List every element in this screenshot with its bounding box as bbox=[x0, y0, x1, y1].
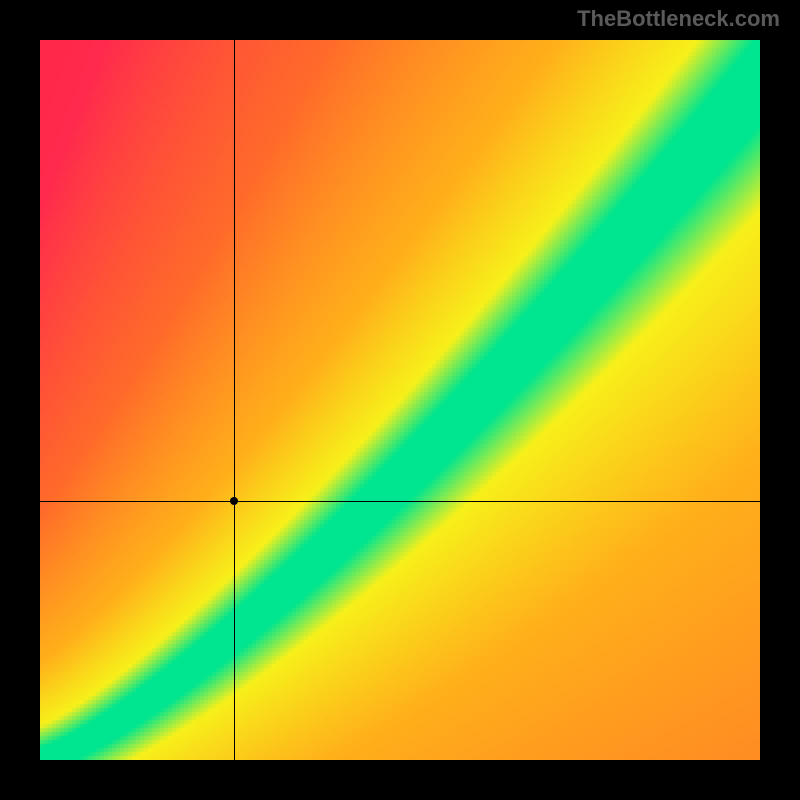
heatmap-canvas bbox=[40, 40, 760, 760]
crosshair-vertical bbox=[234, 40, 235, 760]
crosshair-horizontal bbox=[40, 501, 760, 502]
frame-bottom bbox=[0, 760, 800, 800]
watermark-text: TheBottleneck.com bbox=[577, 6, 780, 32]
crosshair-marker bbox=[230, 497, 238, 505]
frame-left bbox=[0, 0, 40, 800]
frame-right bbox=[760, 0, 800, 800]
heatmap-plot bbox=[40, 40, 760, 760]
